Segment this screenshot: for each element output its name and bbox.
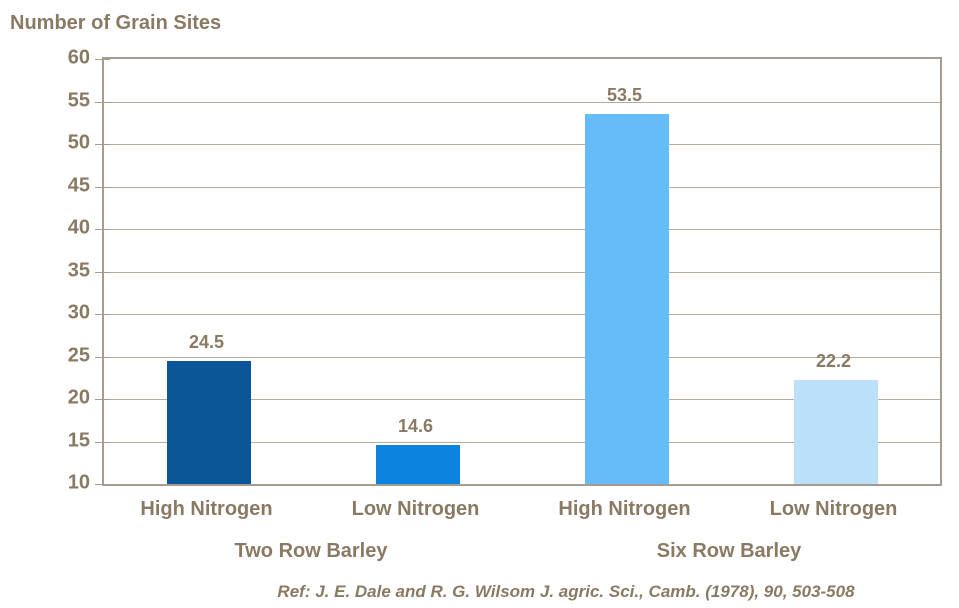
y-axis-tick bbox=[95, 441, 110, 443]
bar-value-label: 53.5 bbox=[606, 85, 643, 106]
bar-high-nitrogen-0 bbox=[166, 360, 251, 484]
y-axis-tick-label: 40 bbox=[67, 216, 90, 239]
gridline bbox=[104, 356, 940, 358]
reference-citation: Ref: J. E. Dale and R. G. Wilsom J. agri… bbox=[277, 582, 855, 601]
y-axis-tick-label: 10 bbox=[67, 471, 90, 494]
y-axis-tick bbox=[95, 271, 110, 273]
gridline bbox=[104, 229, 940, 230]
group-label-two-row-barley: Two Row Barley bbox=[234, 540, 388, 562]
y-axis-tick bbox=[95, 229, 110, 230]
y-axis-tick bbox=[95, 484, 110, 485]
y-axis-tick bbox=[95, 399, 110, 400]
group-label-six-row-barley: Six Row Barley bbox=[656, 540, 802, 562]
gridline bbox=[104, 314, 940, 315]
y-axis-tick-label: 55 bbox=[67, 89, 90, 111]
gridline bbox=[104, 144, 940, 145]
x-axis-category-label: Low Nitrogen bbox=[769, 498, 898, 520]
gridline bbox=[104, 441, 940, 443]
y-axis-tick bbox=[95, 144, 110, 145]
gridline bbox=[104, 101, 940, 103]
y-axis-tick bbox=[95, 314, 110, 315]
y-axis-tick bbox=[95, 186, 110, 188]
bar-low-nitrogen-3 bbox=[793, 380, 878, 484]
gridline bbox=[104, 271, 940, 273]
bar-low-nitrogen-1 bbox=[375, 444, 460, 484]
y-axis-tick-label: 45 bbox=[67, 174, 90, 196]
x-axis-category-label: High Nitrogen bbox=[140, 498, 273, 520]
bar-value-label: 24.5 bbox=[188, 331, 225, 352]
bar-high-nitrogen-2 bbox=[584, 114, 669, 484]
y-axis-tick bbox=[95, 59, 110, 60]
bar-value-label: 14.6 bbox=[397, 415, 434, 436]
y-axis-tick-label: 50 bbox=[67, 131, 90, 154]
y-axis-tick-label: 60 bbox=[67, 46, 90, 69]
y-axis-tick-label: 20 bbox=[67, 386, 90, 409]
gridline bbox=[104, 186, 940, 188]
bar-value-label: 22.2 bbox=[815, 351, 852, 372]
y-axis-tick bbox=[95, 101, 110, 103]
y-axis-tick bbox=[95, 356, 110, 358]
plot-area bbox=[95, 57, 942, 486]
y-axis-tick-label: 30 bbox=[67, 301, 90, 324]
x-axis-category-label: High Nitrogen bbox=[558, 498, 691, 520]
gridline bbox=[104, 399, 940, 400]
y-axis-tick-label: 15 bbox=[67, 429, 90, 451]
x-axis-category-label: Low Nitrogen bbox=[351, 498, 480, 520]
y-axis-tick-label: 25 bbox=[67, 344, 90, 366]
y-axis-tick-label: 35 bbox=[67, 259, 90, 281]
chart-title: Number of Grain Sites bbox=[10, 12, 222, 34]
